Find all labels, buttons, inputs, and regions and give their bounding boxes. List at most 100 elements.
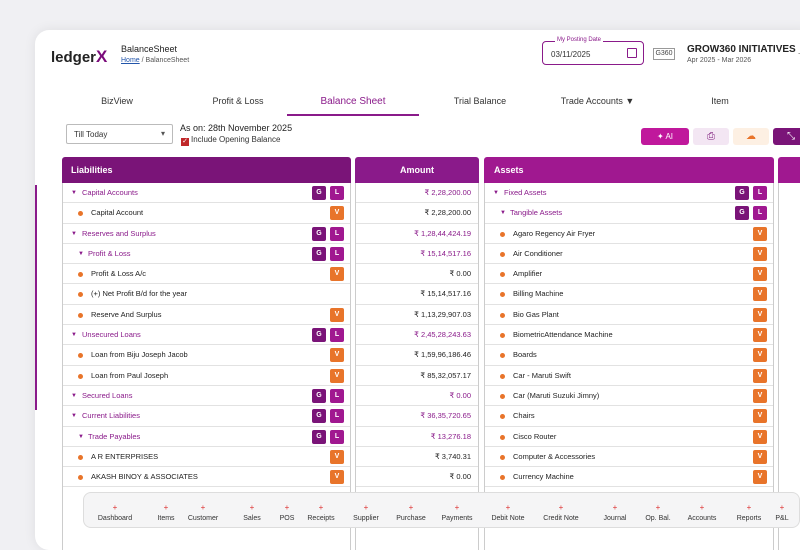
ledger-row[interactable]: Loan from Paul Joseph V [63,366,350,386]
row-label[interactable]: Computer & Accessories [513,451,596,461]
voucher-badge-button[interactable]: V [330,267,344,282]
bottom-nav-item[interactable]: + Accounts [680,493,724,529]
plus-icon[interactable]: + [505,503,511,512]
row-label[interactable]: A R ENTERPRISES [91,451,159,461]
ledger-row[interactable]: Bio Gas Plant V [485,305,773,326]
row-label[interactable]: Air Conditioner [513,248,563,258]
row-label[interactable]: Loan from Biju Joseph Jacob [91,350,188,360]
app-logo[interactable]: ledgerX [51,47,108,66]
ledger-badge-button[interactable]: L [330,388,344,403]
row-label[interactable]: Reserves and Surplus [82,228,156,238]
ledger-row[interactable]: Currency Machine V [485,467,773,488]
row-label[interactable]: Secured Loans [82,390,133,400]
plus-icon[interactable]: + [318,503,324,512]
ledger-row[interactable]: Billing Machine V [485,284,773,305]
caret-down-icon[interactable]: ▼ [71,392,77,399]
breadcrumb-home-link[interactable]: Home [121,57,140,64]
row-label[interactable]: Car (Maruti Suzuki Jimny) [513,390,600,400]
bottom-nav-item[interactable]: + Op. Bal. [636,493,680,529]
bottom-nav-item[interactable]: + POS [265,493,309,529]
group-row[interactable]: ▼ Unsecured Loans G L [63,325,350,346]
ledger-row[interactable]: Amplifier V [485,264,773,285]
ledger-row[interactable]: Boards V [485,345,773,366]
period-select[interactable]: Till Today ▾ [66,124,173,144]
upload-button[interactable]: ☁ [733,128,769,145]
voucher-badge-button[interactable]: V [753,246,767,261]
voucher-badge-button[interactable]: V [330,470,344,485]
bottom-nav-item[interactable]: + Customer [181,493,225,529]
posting-date-field[interactable]: My Posting Date 03/11/2025 [542,37,644,65]
voucher-badge-button[interactable]: V [753,429,767,444]
voucher-badge-button[interactable]: V [753,388,767,403]
bottom-nav-item[interactable]: + Sales [230,493,274,529]
voucher-badge-button[interactable]: V [330,348,344,363]
group-row[interactable]: ▼ Fixed Assets G L [485,183,773,204]
caret-down-icon[interactable]: ▼ [78,433,84,440]
ledger-row[interactable]: Chairs V [485,406,773,427]
plus-icon[interactable]: + [284,503,290,512]
plus-icon[interactable]: + [779,503,785,512]
plus-icon[interactable]: + [746,503,752,512]
voucher-badge-button[interactable]: V [753,267,767,282]
ledger-badge-button[interactable]: L [753,186,767,200]
ledger-row[interactable]: Reserve And Surplus V [63,305,350,326]
group-row[interactable]: ▼ Secured Loans G L [63,386,350,407]
group-row[interactable]: ▼ Tangible Assets G L [485,203,773,224]
ledger-badge-button[interactable]: L [330,409,344,424]
group-badge-button[interactable]: G [312,186,326,200]
ledger-row[interactable]: BiometricAttendance Machine V [485,325,773,346]
row-label[interactable]: BiometricAttendance Machine [513,330,613,340]
row-label[interactable]: (+) Net Profit B/d for the year [91,289,188,299]
ledger-row[interactable]: Cisco Router V [485,427,773,447]
row-label[interactable]: Cisco Router [513,431,557,441]
caret-down-icon[interactable]: ▼ [78,250,84,257]
tab-trial-balance[interactable]: Trial Balance [453,96,507,106]
group-badge-button[interactable]: G [312,246,326,261]
checkbox-checked-icon[interactable]: ✓ [181,138,189,146]
bottom-nav-item[interactable]: + P&L [773,493,791,529]
plus-icon[interactable]: + [408,503,414,512]
row-label[interactable]: AKASH BINOY & ASSOCIATES [91,472,198,482]
include-opening-checkbox[interactable]: ✓ Include Opening Balance [181,135,280,146]
bottom-nav-item[interactable]: + Items [144,493,188,529]
row-label[interactable]: Reserve And Surplus [91,309,162,319]
row-label[interactable]: Agaro Regency Air Fryer [513,228,596,238]
ledger-row[interactable]: Computer & Accessories V [485,447,773,468]
bottom-nav-item[interactable]: + Credit Note [539,493,583,529]
ledger-row[interactable]: (+) Net Profit B/d for the year [63,284,350,305]
plus-icon[interactable]: + [200,503,206,512]
collapse-button[interactable]: ⤡ [773,128,800,145]
group-row[interactable]: ▼ Current Liabilities G L [63,406,350,427]
plus-icon[interactable]: + [112,503,118,512]
voucher-badge-button[interactable]: V [753,307,767,322]
voucher-badge-button[interactable]: V [330,449,344,464]
row-label[interactable]: Capital Account [91,208,144,218]
voucher-badge-button[interactable]: V [330,307,344,322]
plus-icon[interactable]: + [699,503,705,512]
row-label[interactable]: Boards [513,350,537,360]
group-badge-button[interactable]: G [312,409,326,424]
plus-icon[interactable]: + [249,503,255,512]
group-badge-button[interactable]: G [312,226,326,241]
caret-down-icon[interactable]: ▼ [71,332,77,339]
ledger-badge-button[interactable]: L [753,206,767,221]
bottom-nav-item[interactable]: + Payments [435,493,479,529]
tab-balance-sheet[interactable]: Balance Sheet [320,96,386,107]
row-label[interactable]: Unsecured Loans [82,330,141,340]
row-label[interactable]: Capital Accounts [82,188,138,197]
ledger-row[interactable]: Capital Account V [63,203,350,224]
tab-trade-accounts[interactable]: Trade Accounts ▼ [560,96,635,106]
bottom-nav-item[interactable]: + Purchase [389,493,433,529]
voucher-badge-button[interactable]: V [330,368,344,383]
company-logo-icon[interactable]: G360 [653,48,675,60]
plus-icon[interactable]: + [655,503,661,512]
row-label[interactable]: Bio Gas Plant [513,309,559,319]
ledger-row[interactable]: Agaro Regency Air Fryer V [485,224,773,244]
caret-down-icon[interactable]: ▼ [71,190,77,196]
ledger-row[interactable]: Air Conditioner V [485,244,773,265]
ledger-row[interactable]: Car (Maruti Suzuki Jimny) V [485,386,773,407]
calendar-icon[interactable] [627,48,637,58]
row-label[interactable]: Current Liabilities [82,411,140,421]
ledger-row[interactable]: A R ENTERPRISES V [63,447,350,468]
voucher-badge-button[interactable]: V [753,328,767,343]
